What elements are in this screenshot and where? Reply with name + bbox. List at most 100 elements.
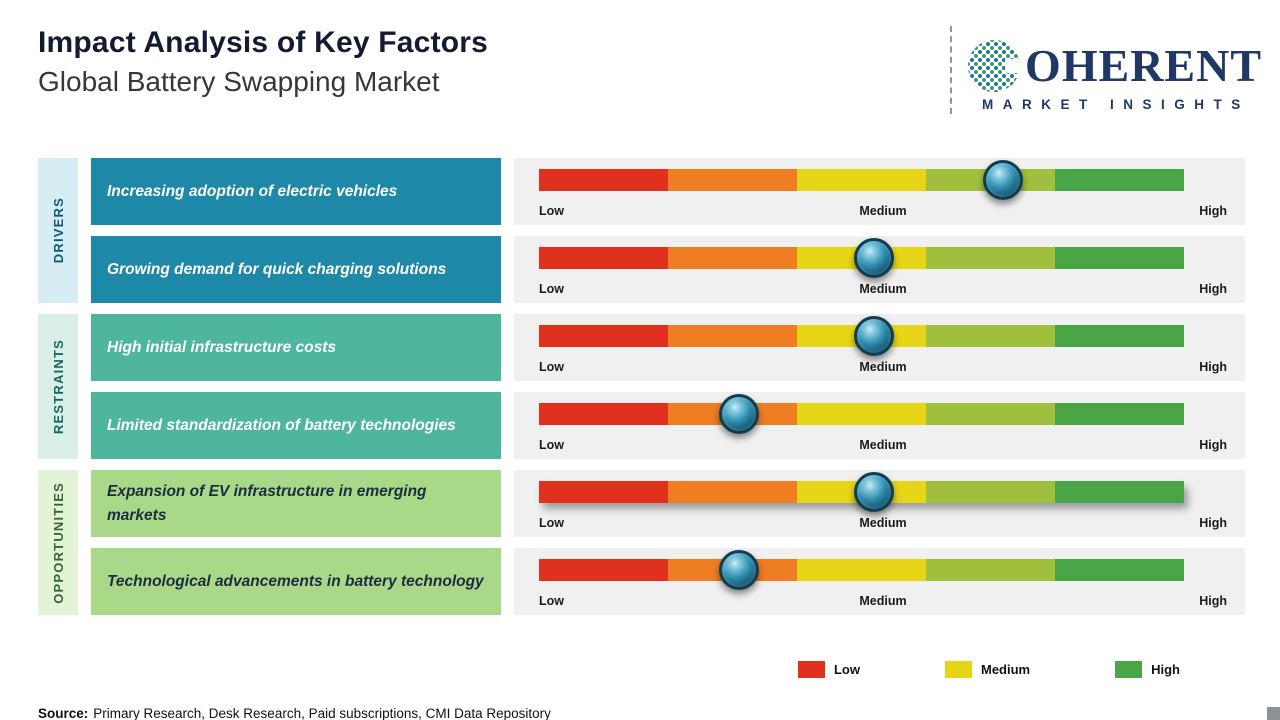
legend-item-low: Low: [797, 661, 860, 678]
factor-box: High initial infrastructure costs: [91, 314, 501, 381]
impact-marker: [983, 160, 1024, 200]
factor-box: Expansion of EV infrastructure in emergi…: [91, 470, 501, 537]
factor-text: High initial infrastructure costs: [107, 338, 337, 356]
factor-text: Increasing adoption of electric vehicles: [107, 182, 398, 200]
coherent-logo-icon: [967, 40, 1023, 92]
logo-block: OHERENT MARKET INSIGHTS: [967, 40, 1262, 112]
impact-scale-segment: [539, 169, 668, 191]
impact-scale-segment: [668, 481, 797, 503]
scale-label-low: Low: [539, 204, 564, 218]
impact-scale-bar: [539, 550, 1184, 590]
impact-scale-bar: [539, 472, 1184, 512]
category-text: OPPORTUNITIES: [50, 481, 66, 604]
scale-labels: Low Medium High: [539, 516, 1227, 531]
impact-scale-segment: [539, 559, 668, 581]
impact-scale-segment: [668, 169, 797, 191]
factor-text: Limited standardization of battery techn…: [107, 416, 456, 434]
scale-label-high: High: [1199, 438, 1227, 452]
impact-scale-segment: [926, 403, 1055, 425]
legend-swatch-medium: [944, 661, 972, 678]
factor-box: Increasing adoption of electric vehicles: [91, 158, 501, 225]
legend-item-high: High: [1115, 661, 1180, 678]
impact-scale-segment: [1055, 481, 1184, 503]
page-subtitle: Global Battery Swapping Market: [38, 65, 440, 97]
scale-label-medium: Medium: [859, 360, 907, 374]
scale-labels: Low Medium High: [539, 204, 1227, 219]
factor-box: Technological advancements in battery te…: [91, 548, 501, 615]
scale-label-low: Low: [539, 360, 564, 374]
page-title: Impact Analysis of Key Factors: [38, 26, 489, 59]
impact-marker: [854, 472, 895, 512]
scale-label-low: Low: [539, 516, 564, 530]
impact-scale-segment: [1055, 247, 1184, 269]
impact-scale-segment: [1055, 169, 1184, 191]
factor-text: Growing demand for quick charging soluti…: [107, 260, 447, 278]
impact-slider: Low Medium High: [514, 470, 1245, 537]
impact-scale-segment: [926, 325, 1055, 347]
impact-scale-bar: [539, 160, 1184, 200]
impact-scale-segment: [668, 325, 797, 347]
scale-label-high: High: [1199, 360, 1227, 374]
impact-marker: [718, 550, 759, 590]
impact-slider: Low Medium High: [514, 392, 1245, 459]
factor-box: Limited standardization of battery techn…: [91, 392, 501, 459]
scale-label-low: Low: [539, 594, 564, 608]
scale-label-low: Low: [539, 282, 564, 296]
impact-scale-bar: [539, 238, 1184, 278]
impact-scale-segment: [668, 247, 797, 269]
impact-scale-segment: [926, 559, 1055, 581]
scale-labels: Low Medium High: [539, 360, 1227, 375]
legend-label: Medium: [980, 662, 1031, 677]
category-text: RESTRAINTS: [50, 338, 66, 435]
legend-item-medium: Medium: [944, 661, 1031, 678]
impact-marker: [854, 316, 895, 356]
scale-label-high: High: [1199, 594, 1227, 608]
logo-tagline: MARKET INSIGHTS: [981, 97, 1250, 112]
scale-label-medium: Medium: [859, 594, 907, 608]
category-text: DRIVERS: [50, 197, 66, 264]
source-label: Source:: [38, 706, 89, 720]
impact-scale-segment: [539, 481, 668, 503]
header: Impact Analysis of Key Factors Global Ba…: [0, 0, 1280, 114]
source-text: Primary Research, Desk Research, Paid su…: [93, 706, 551, 720]
legend-swatch-low: [797, 661, 825, 678]
impact-scale-segment: [1055, 559, 1184, 581]
scale-labels: Low Medium High: [539, 438, 1227, 453]
impact-slider: Low Medium High: [514, 236, 1245, 303]
factor-box: Growing demand for quick charging soluti…: [91, 236, 501, 303]
impact-scale-segment: [539, 325, 668, 347]
scale-label-high: High: [1199, 516, 1227, 530]
impact-scale-segment: [539, 403, 668, 425]
scale-label-high: High: [1199, 282, 1227, 296]
impact-scale-segment: [1055, 325, 1184, 347]
impact-scale-bar: [539, 394, 1184, 434]
scale-label-high: High: [1199, 204, 1227, 218]
impact-scale-bar: [539, 316, 1184, 356]
category-label-restraints: RESTRAINTS: [38, 314, 78, 459]
impact-matrix: DRIVERS Increasing adoption of electric …: [38, 158, 1245, 615]
impact-scale-segment: [797, 559, 926, 581]
impact-slider: Low Medium High: [514, 314, 1245, 381]
impact-slider: Low Medium High: [514, 548, 1245, 615]
scale-labels: Low Medium High: [539, 282, 1227, 297]
impact-marker: [854, 238, 895, 278]
scale-labels: Low Medium High: [539, 594, 1227, 609]
factor-text: Technological advancements in battery te…: [107, 572, 484, 590]
logo-divider: [949, 26, 952, 114]
impact-scale-segment: [539, 247, 668, 269]
impact-slider: Low Medium High: [514, 158, 1245, 225]
scale-label-medium: Medium: [859, 438, 907, 452]
scale-label-low: Low: [539, 438, 564, 452]
legend-swatch-high: [1115, 661, 1143, 678]
legend-label: Low: [833, 662, 860, 677]
impact-scale-segment: [797, 403, 926, 425]
impact-scale-segment: [1055, 403, 1184, 425]
logo-name: OHERENT: [1024, 40, 1262, 91]
impact-scale-segment: [926, 481, 1055, 503]
category-label-opportunities: OPPORTUNITIES: [38, 470, 78, 615]
scale-label-medium: Medium: [859, 282, 907, 296]
legend-label: High: [1151, 662, 1180, 677]
impact-scale-segment: [926, 247, 1055, 269]
category-label-drivers: DRIVERS: [38, 158, 78, 303]
